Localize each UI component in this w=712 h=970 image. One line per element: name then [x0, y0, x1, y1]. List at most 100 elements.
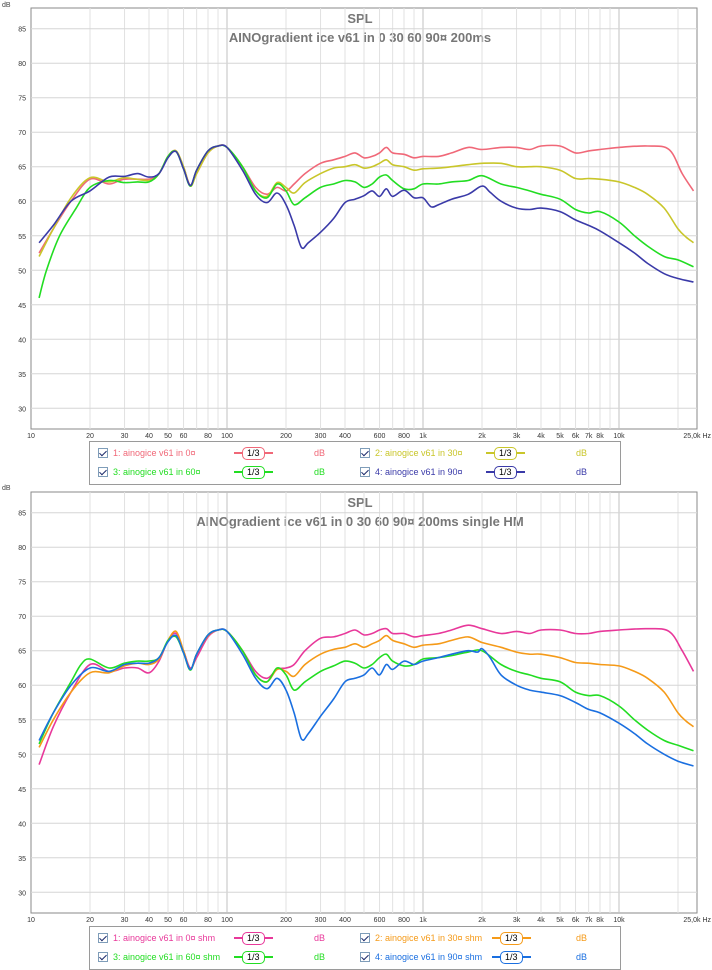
legend-item-2[interactable]: 2: ainogice v61 in 30¤ shm — [360, 930, 482, 946]
legend-series-name: 4: ainogice v61 in 90¤ shm — [375, 952, 483, 962]
x-tick-label: 25,0k Hz — [683, 433, 711, 440]
x-tick-label: 50 — [164, 433, 172, 440]
legend-item-4[interactable]: 4: ainogice v61 in 90¤ shm — [360, 949, 482, 965]
legend-chart-2: 1: ainogice v61 in 0¤ shm 1/3 dB 2: aino… — [89, 926, 621, 970]
x-tick-label: 20 — [86, 433, 94, 440]
legend-unit: dB — [576, 467, 588, 477]
x-tick-label: 4k — [537, 917, 545, 924]
y-tick-label: 50 — [18, 752, 26, 759]
checkbox-icon[interactable] — [98, 448, 108, 458]
series-line-4 — [38, 144, 694, 283]
series-line-4 — [38, 628, 694, 767]
checkbox-icon[interactable] — [98, 933, 108, 943]
smoothing-indicator[interactable]: 1/3 — [234, 949, 273, 965]
y-unit-label: dB — [2, 2, 11, 9]
x-tick-label: 2k — [478, 433, 486, 440]
smoothing-indicator[interactable]: 1/3 — [492, 930, 531, 946]
legend-series-name: 3: ainogice v61 in 60¤ — [113, 467, 201, 477]
chart-subtitle: AINOgradient ice v61 in 0 30 60 90¤ 200m… — [229, 30, 491, 45]
x-tick-label: 300 — [315, 433, 327, 440]
x-tick-label: 7k — [585, 917, 593, 924]
x-tick-label: 6k — [572, 433, 580, 440]
checkbox-icon[interactable] — [98, 952, 108, 962]
chart-title: SPL — [347, 495, 372, 510]
x-tick-label: 3k — [513, 917, 521, 924]
x-tick-label: 400 — [339, 433, 351, 440]
y-tick-label: 80 — [18, 545, 26, 552]
smoothing-indicator[interactable]: 1/3 — [234, 464, 273, 480]
y-tick-label: 60 — [18, 683, 26, 690]
checkbox-icon[interactable] — [360, 448, 370, 458]
y-tick-label: 30 — [18, 406, 26, 413]
x-tick-label: 400 — [339, 917, 351, 924]
x-tick-label: 4k — [537, 433, 545, 440]
x-tick-label: 10k — [613, 433, 625, 440]
y-tick-label: 50 — [18, 268, 26, 275]
y-tick-label: 30 — [18, 890, 26, 897]
x-tick-label: 30 — [121, 917, 129, 924]
x-tick-label: 10 — [27, 433, 35, 440]
x-tick-label: 25,0k Hz — [683, 917, 711, 924]
smoothing-label: 1/3 — [242, 465, 265, 479]
x-tick-label: 30 — [121, 433, 129, 440]
smoothing-label: 1/3 — [500, 950, 523, 964]
y-unit-label: dB — [2, 485, 11, 492]
x-tick-label: 20 — [86, 917, 94, 924]
x-tick-label: 3k — [513, 433, 521, 440]
x-tick-label: 100 — [221, 917, 233, 924]
legend-item-3[interactable]: 3: ainogice v61 in 60¤ — [98, 464, 201, 480]
smoothing-indicator[interactable]: 1/3 — [234, 930, 273, 946]
checkbox-icon[interactable] — [360, 467, 370, 477]
y-tick-label: 85 — [18, 511, 26, 518]
x-tick-label: 5k — [556, 433, 564, 440]
legend-chart-1: 1: ainogice v61 in 0¤ 1/3 dB 2: ainogice… — [89, 441, 621, 485]
y-tick-label: 75 — [18, 96, 26, 103]
legend-unit: dB — [576, 952, 588, 962]
smoothing-indicator[interactable]: 1/3 — [486, 464, 525, 480]
chart-title: SPL — [347, 11, 372, 26]
legend-unit: dB — [314, 933, 326, 943]
legend-series-name: 2: ainogice v61 in 30¤ — [375, 448, 463, 458]
x-tick-label: 600 — [374, 917, 386, 924]
x-tick-label: 1k — [419, 433, 427, 440]
y-tick-label: 75 — [18, 580, 26, 587]
legend-unit: dB — [576, 448, 588, 458]
smoothing-label: 1/3 — [494, 446, 517, 460]
x-tick-label: 80 — [204, 433, 212, 440]
legend-item-3[interactable]: 3: ainogice v61 in 60¤ shm — [98, 949, 220, 965]
x-tick-label: 40 — [145, 917, 153, 924]
y-tick-label: 85 — [18, 27, 26, 34]
x-tick-label: 6k — [572, 917, 580, 924]
legend-item-2[interactable]: 2: ainogice v61 in 30¤ — [360, 445, 463, 461]
spl-chart-1: dB SPL AINOgradient ice v61 in 0 30 60 9… — [2, 2, 711, 440]
legend-unit: dB — [314, 952, 326, 962]
y-tick-label: 65 — [18, 649, 26, 656]
legend-item-4[interactable]: 4: ainogice v61 in 90¤ — [360, 464, 463, 480]
x-tick-label: 8k — [596, 917, 604, 924]
legend-item-1[interactable]: 1: ainogice v61 in 0¤ — [98, 445, 196, 461]
x-tick-label: 8k — [596, 433, 604, 440]
x-tick-label: 600 — [374, 433, 386, 440]
y-tick-label: 35 — [18, 372, 26, 379]
y-tick-label: 45 — [18, 787, 26, 794]
x-tick-label: 200 — [280, 917, 292, 924]
legend-series-name: 2: ainogice v61 in 30¤ shm — [375, 933, 483, 943]
x-tick-label: 80 — [204, 917, 212, 924]
smoothing-indicator[interactable]: 1/3 — [486, 445, 525, 461]
y-tick-label: 40 — [18, 337, 26, 344]
smoothing-indicator[interactable]: 1/3 — [234, 445, 273, 461]
checkbox-icon[interactable] — [360, 933, 370, 943]
legend-item-1[interactable]: 1: ainogice v61 in 0¤ shm — [98, 930, 215, 946]
checkbox-icon[interactable] — [98, 467, 108, 477]
smoothing-label: 1/3 — [494, 465, 517, 479]
x-tick-label: 100 — [221, 433, 233, 440]
legend-series-name: 1: ainogice v61 in 0¤ — [113, 448, 196, 458]
x-tick-label: 300 — [315, 917, 327, 924]
smoothing-indicator[interactable]: 1/3 — [492, 949, 531, 965]
spl-chart-2: dB SPL AINOgradient ice v61 in 0 30 60 9… — [2, 485, 711, 924]
grid-lines — [31, 8, 697, 429]
x-tick-label: 1k — [419, 917, 427, 924]
x-tick-label: 40 — [145, 433, 153, 440]
checkbox-icon[interactable] — [360, 952, 370, 962]
